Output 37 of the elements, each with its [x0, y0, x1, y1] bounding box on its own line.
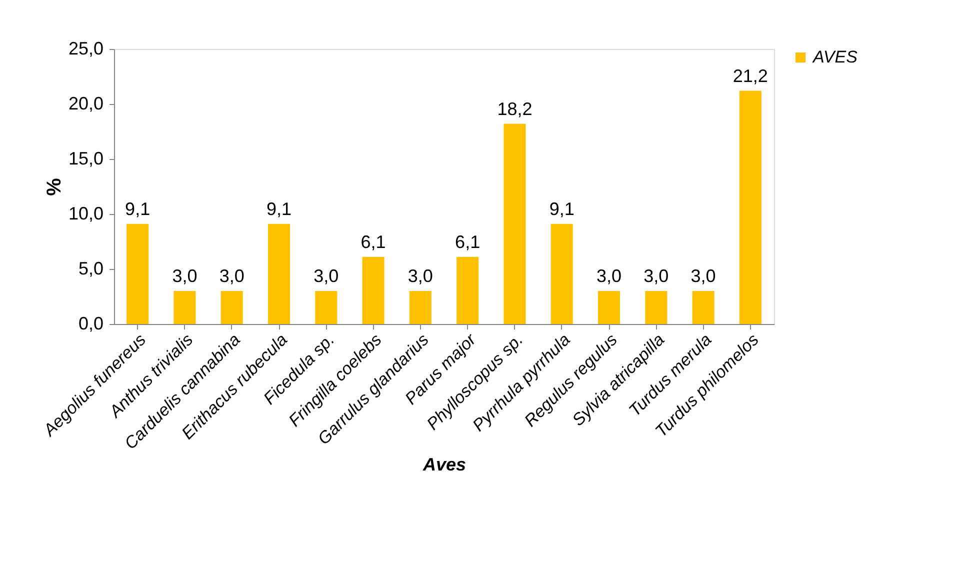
data-label: 3,0 — [314, 266, 339, 286]
data-label: 3,0 — [690, 266, 716, 286]
bar — [126, 224, 149, 324]
data-label: 3,0 — [408, 266, 433, 286]
y-tick-label: 10,0 — [68, 204, 104, 224]
data-label: 3,0 — [596, 266, 622, 286]
y-axis-title: % — [43, 178, 66, 196]
data-label: 6,1 — [455, 232, 480, 252]
bar — [645, 291, 668, 324]
y-tick-label: 20,0 — [68, 94, 104, 114]
bar — [409, 291, 432, 324]
legend-label: AVES — [812, 48, 858, 66]
bar — [692, 291, 714, 324]
data-label: 9,1 — [125, 198, 150, 219]
data-label: 3,0 — [219, 266, 244, 286]
data-label: 9,1 — [266, 198, 292, 219]
bar — [739, 90, 762, 324]
bar — [504, 124, 526, 324]
bar — [362, 256, 384, 324]
data-label: 3,0 — [644, 266, 669, 286]
bar — [456, 256, 479, 324]
bar — [598, 291, 620, 324]
bar — [174, 291, 196, 324]
y-tick-label: 0,0 — [78, 314, 104, 334]
bar — [315, 291, 338, 324]
bar — [268, 224, 290, 324]
data-label: 3,0 — [172, 266, 198, 286]
data-label: 9,1 — [549, 198, 574, 219]
bar — [550, 224, 573, 324]
data-label: 21,2 — [732, 66, 768, 86]
data-label: 18,2 — [497, 98, 532, 119]
x-axis-title: Aves — [422, 454, 466, 474]
data-label: 6,1 — [360, 232, 386, 252]
y-tick-label: 15,0 — [68, 148, 104, 168]
y-tick-label: 25,0 — [68, 38, 104, 58]
y-tick-label: 5,0 — [78, 258, 104, 278]
bar — [220, 291, 243, 324]
